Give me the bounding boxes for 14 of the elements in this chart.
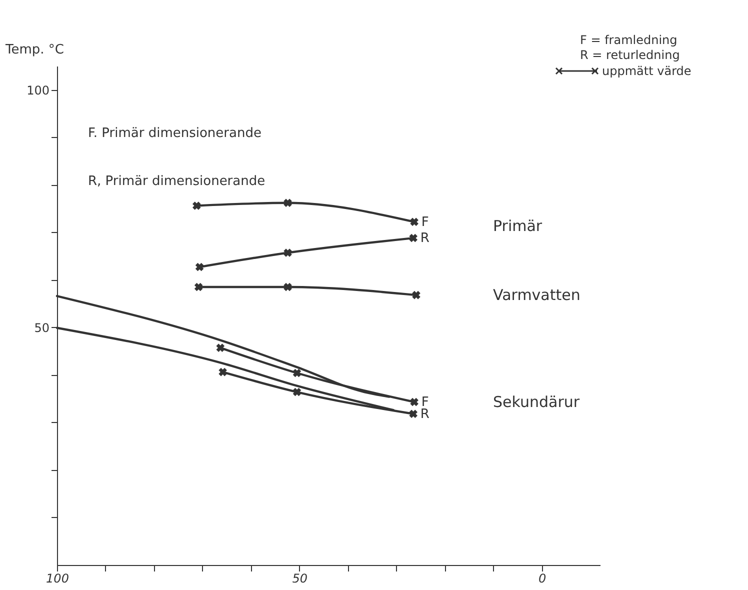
text: R = returledning <box>580 48 680 62</box>
annotation: F. Primär dimensionerande <box>88 126 262 141</box>
x-tick-label: 50 <box>292 572 308 586</box>
annotation: Sekundärur <box>493 393 580 411</box>
series-label: F <box>421 214 429 230</box>
x-tick-label: 100 <box>46 572 70 586</box>
annotation: Varmvatten <box>493 286 580 304</box>
text: F = framledning <box>580 33 678 47</box>
y-axis-title: Temp. °C <box>4 42 64 58</box>
text: uppmätt värde <box>602 64 692 78</box>
x-tick-label: 0 <box>538 572 546 586</box>
series-label: R <box>420 231 430 246</box>
annotation: R, Primär dimensionerande <box>88 174 266 189</box>
annotation: Primär <box>493 217 543 235</box>
